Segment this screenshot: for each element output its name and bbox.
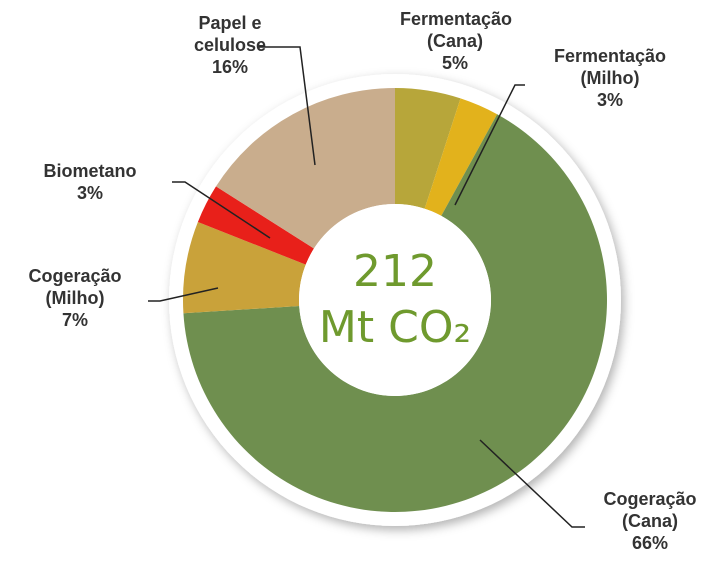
center-unit: Mt CO₂ <box>319 300 471 356</box>
slice-label: Cogeração (Milho) 7% <box>5 265 145 331</box>
category-label: Fermentação (Cana) <box>400 8 510 52</box>
value-label: 16% <box>170 56 290 78</box>
value-label: 3% <box>540 89 680 111</box>
category-label: Biometano <box>25 160 155 182</box>
category-label: Fermentação (Milho) <box>548 45 673 89</box>
center-value: 212 <box>319 244 471 300</box>
value-label: 66% <box>590 532 710 554</box>
slice-label: Biometano 3% <box>25 160 155 204</box>
slice-label: Papel e celulose 16% <box>170 12 290 78</box>
category-label: Cogeração (Milho) <box>23 265 128 309</box>
value-label: 7% <box>5 309 145 331</box>
slice-label: Fermentação (Milho) 3% <box>540 45 680 111</box>
category-label: Cogeração (Cana) <box>598 488 703 532</box>
slice-label: Fermentação (Cana) 5% <box>380 8 530 74</box>
page: {"chart_data": {"type": "donut", "center… <box>0 0 727 565</box>
value-label: 3% <box>25 182 155 204</box>
category-label: Papel e celulose <box>185 12 275 56</box>
value-label: 5% <box>380 52 530 74</box>
center-label: 212 Mt CO₂ <box>319 244 471 356</box>
slice-label: Cogeração (Cana) 66% <box>590 488 710 554</box>
